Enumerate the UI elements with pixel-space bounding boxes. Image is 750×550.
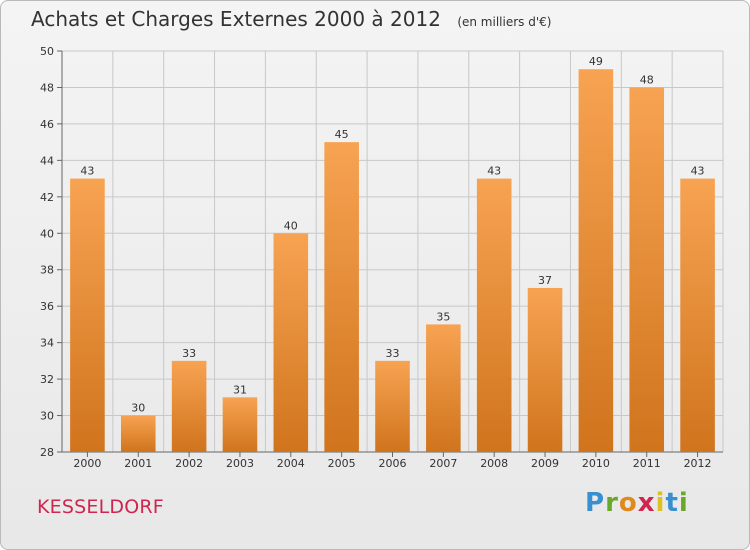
data-label: 45 xyxy=(335,128,349,141)
x-tick-label: 2009 xyxy=(531,457,559,470)
x-tick-label: 2007 xyxy=(429,457,457,470)
data-label: 43 xyxy=(487,165,501,178)
x-tick-label: 2004 xyxy=(277,457,305,470)
bar xyxy=(426,324,461,452)
logo-letter: P xyxy=(585,488,606,518)
x-tick-label: 2011 xyxy=(633,457,661,470)
data-label: 43 xyxy=(691,165,705,178)
title-text: Achats et Charges Externes 2000 à 2012 xyxy=(31,7,441,31)
data-label: 33 xyxy=(386,347,400,360)
y-tick-label: 36 xyxy=(40,300,54,313)
bar xyxy=(375,360,410,452)
y-tick-label: 42 xyxy=(40,191,54,204)
logo-letter: i xyxy=(655,488,666,518)
proxiti-logo[interactable]: Proxiti xyxy=(585,488,689,518)
bar xyxy=(578,69,614,453)
y-tick-label: 30 xyxy=(40,410,54,423)
bar xyxy=(70,178,105,452)
bar xyxy=(476,178,512,452)
y-tick-label: 46 xyxy=(40,118,54,131)
y-tick-label: 38 xyxy=(40,264,54,277)
bar xyxy=(222,397,258,452)
bar xyxy=(273,233,309,452)
x-tick-label: 2000 xyxy=(73,457,101,470)
bar xyxy=(527,287,563,452)
y-tick-label: 32 xyxy=(40,373,54,386)
y-tick-label: 44 xyxy=(40,154,54,167)
x-tick-label: 2005 xyxy=(328,457,356,470)
data-label: 31 xyxy=(233,383,247,396)
bar xyxy=(120,415,156,452)
logo-letter: t xyxy=(665,488,679,518)
bar xyxy=(324,142,359,453)
y-tick-label: 40 xyxy=(40,227,54,240)
logo-letter: r xyxy=(605,488,619,518)
data-label: 30 xyxy=(131,402,145,415)
y-tick-label: 50 xyxy=(40,45,54,58)
bar xyxy=(171,360,207,452)
data-label: 49 xyxy=(589,55,603,68)
labels: 28 30 32 34 36 38 40 42 44 46 48 50 43 2000 30 2001 33 20… xyxy=(40,45,712,470)
logo-letter: x xyxy=(637,488,656,518)
y-tick-label: 28 xyxy=(40,446,54,459)
bar xyxy=(680,178,715,452)
x-tick-label: 2010 xyxy=(582,457,610,470)
data-label: 43 xyxy=(80,165,94,178)
x-tick-label: 2012 xyxy=(684,457,712,470)
chart-title: Achats et Charges Externes 2000 à 2012 (… xyxy=(31,7,551,31)
y-tick-label: 48 xyxy=(40,81,54,94)
title-unit: (en milliers d'€) xyxy=(457,15,552,29)
data-label: 40 xyxy=(284,219,298,232)
x-tick-label: 2001 xyxy=(124,457,152,470)
data-label: 48 xyxy=(640,73,654,86)
data-label: 35 xyxy=(436,310,450,323)
x-tick-label: 2006 xyxy=(379,457,407,470)
x-tick-label: 2003 xyxy=(226,457,254,470)
logo-letter: i xyxy=(678,488,689,518)
data-label: 37 xyxy=(538,274,552,287)
y-tick-label: 34 xyxy=(40,337,54,350)
bars xyxy=(70,69,715,453)
data-label: 33 xyxy=(182,347,196,360)
x-tick-label: 2002 xyxy=(175,457,203,470)
bar xyxy=(629,87,665,453)
commune-name: KESSELDORF xyxy=(37,496,164,518)
x-tick-label: 2008 xyxy=(480,457,508,470)
logo-letter: o xyxy=(618,488,638,518)
